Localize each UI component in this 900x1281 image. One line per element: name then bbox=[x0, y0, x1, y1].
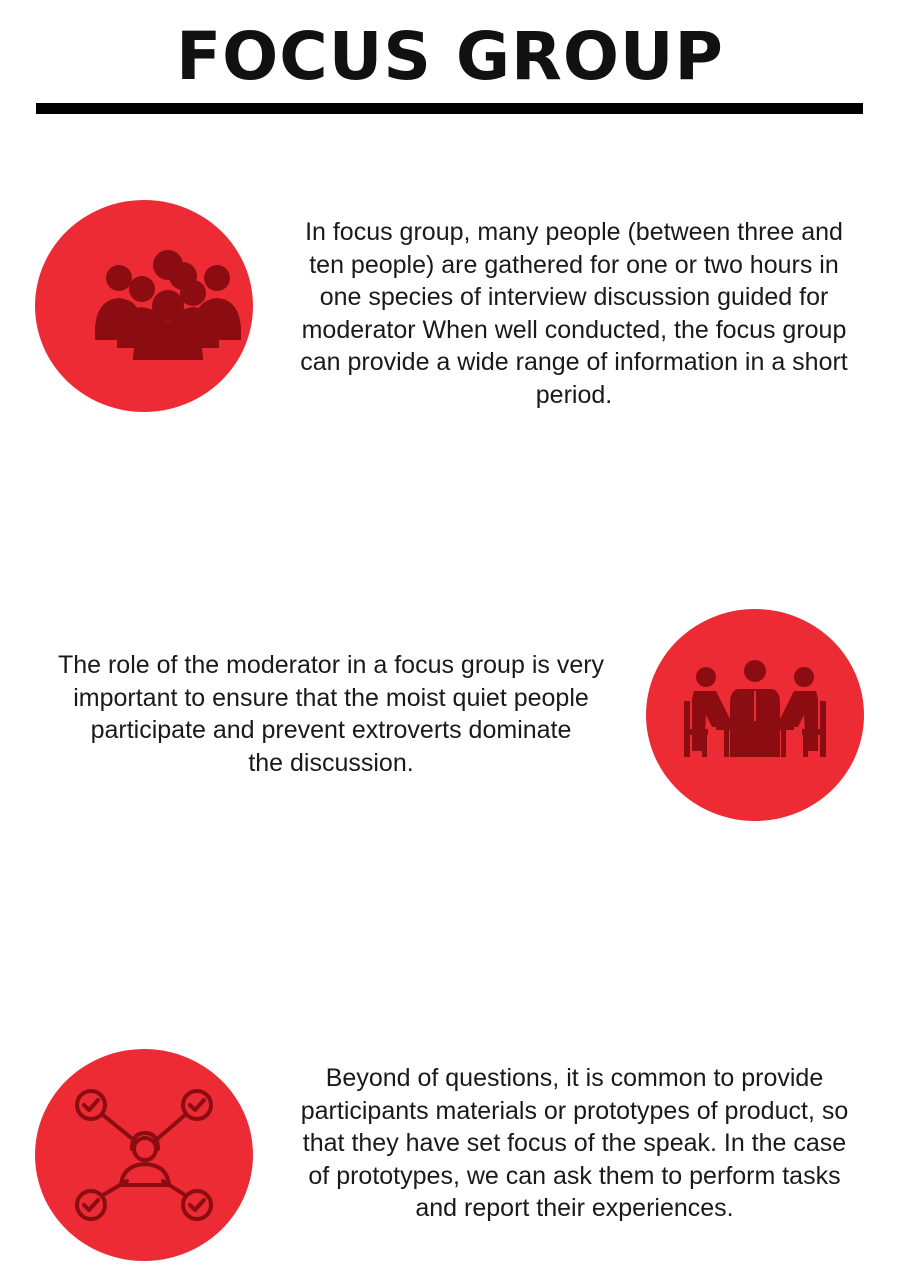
text-line: ten people) are gathered for one or two … bbox=[309, 250, 839, 279]
text-line: The role of the moderator in a focus gro… bbox=[57, 651, 605, 679]
page-title: FOCUS GROUP bbox=[176, 18, 724, 95]
text-line: one species of interview discussion guid… bbox=[319, 283, 829, 311]
text-line: that they have set focus of the speak. I… bbox=[302, 1129, 847, 1157]
meeting-table-icon bbox=[684, 660, 826, 757]
section-1-text: In focus group, many people (between thr… bbox=[254, 216, 894, 411]
text-line: participate and prevent extroverts domin… bbox=[90, 716, 572, 744]
text-line: and report their experiences. bbox=[415, 1194, 734, 1222]
text-line: period. bbox=[535, 380, 613, 409]
section-2-text: The role of the moderator in a focus gro… bbox=[10, 649, 652, 779]
meeting-icon-circle bbox=[646, 609, 864, 821]
text-line: of prototypes, we can ask them to perfor… bbox=[308, 1161, 841, 1190]
text-line: important to ensure that the moist quiet… bbox=[73, 683, 589, 712]
network-icon-circle bbox=[35, 1049, 253, 1261]
section-3-text: Beyond of questions, it is common to pro… bbox=[252, 1062, 897, 1225]
text-line: the discussion. bbox=[248, 748, 414, 777]
text-line: can provide a wide range of information … bbox=[300, 348, 848, 376]
group-people-icon bbox=[95, 250, 241, 360]
text-line: participants materials or prototypes of … bbox=[300, 1096, 849, 1125]
text-line: In focus group, many people (between thr… bbox=[305, 218, 843, 246]
title-underline bbox=[36, 103, 863, 114]
group-icon-circle bbox=[35, 200, 253, 412]
text-line: Beyond of questions, it is common to pro… bbox=[325, 1064, 824, 1092]
text-line: moderator When well conducted, the focus… bbox=[301, 315, 847, 344]
network-checkmarks-icon bbox=[75, 1089, 213, 1221]
